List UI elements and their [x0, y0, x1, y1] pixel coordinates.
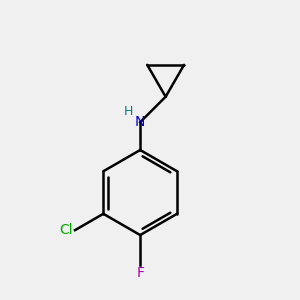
- Text: N: N: [135, 115, 146, 129]
- Text: F: F: [136, 266, 144, 280]
- Text: H: H: [124, 105, 133, 118]
- Text: Cl: Cl: [59, 223, 72, 237]
